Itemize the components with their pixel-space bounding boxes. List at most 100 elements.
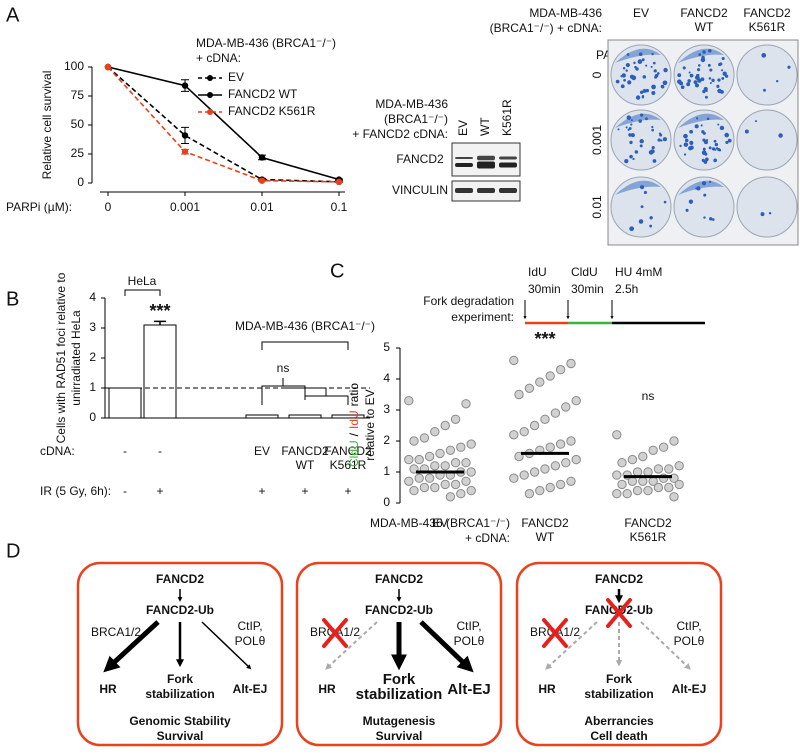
colony bbox=[662, 80, 668, 86]
series-line bbox=[107, 66, 340, 183]
colony bbox=[656, 72, 660, 75]
data-point bbox=[545, 482, 555, 493]
colony bbox=[711, 218, 715, 221]
colony bbox=[709, 217, 713, 221]
y-axis-label: unirradiated HeLa bbox=[69, 310, 83, 406]
colony bbox=[760, 212, 765, 217]
data-point bbox=[404, 396, 414, 406]
y-tick-label: 3 bbox=[383, 402, 390, 416]
legend-swatch bbox=[207, 75, 213, 81]
colony bbox=[725, 140, 729, 145]
y-tick-label: 3 bbox=[89, 320, 96, 334]
data-point bbox=[540, 414, 550, 424]
annotation: ns bbox=[277, 361, 290, 375]
node: POLθ bbox=[235, 634, 266, 648]
annotation: HeLa bbox=[128, 274, 157, 288]
outcome: stabilization bbox=[584, 687, 653, 701]
colony bbox=[683, 142, 689, 147]
ir-label: + bbox=[258, 484, 265, 498]
significance: ns bbox=[642, 389, 655, 403]
colony bbox=[701, 181, 707, 186]
data-point bbox=[566, 436, 576, 446]
caption: Aberrancies bbox=[584, 714, 654, 728]
data-point bbox=[509, 430, 519, 440]
data-point bbox=[430, 482, 440, 493]
outcome: Fork bbox=[167, 672, 193, 686]
data-point bbox=[653, 482, 664, 493]
colony bbox=[634, 65, 637, 69]
colony bbox=[707, 63, 711, 67]
plate bbox=[736, 109, 798, 171]
colony bbox=[720, 69, 724, 72]
lane-label: K561R bbox=[500, 99, 514, 136]
colony bbox=[641, 58, 645, 62]
data-point bbox=[540, 464, 550, 474]
colony bbox=[650, 65, 653, 68]
colony bbox=[695, 187, 698, 190]
category-label: EV bbox=[633, 6, 649, 20]
legend-title: MDA-MB-436 (BRCA1⁻/⁻) bbox=[196, 36, 336, 50]
arrow bbox=[201, 621, 252, 670]
step-time: 30min bbox=[528, 282, 561, 296]
colony bbox=[702, 131, 706, 135]
bar bbox=[245, 414, 279, 419]
plate bbox=[673, 176, 735, 238]
colony bbox=[706, 117, 710, 121]
colony bbox=[637, 59, 643, 64]
colony bbox=[718, 149, 721, 152]
colony bbox=[617, 128, 620, 131]
plates-row-label: 0 bbox=[590, 71, 604, 78]
colony bbox=[625, 69, 628, 72]
data-point bbox=[535, 377, 545, 387]
blot-band bbox=[477, 155, 495, 161]
colony bbox=[717, 123, 720, 126]
colony bbox=[645, 64, 648, 67]
legend-label: FANCD2 K561R bbox=[228, 104, 316, 118]
colony bbox=[682, 66, 686, 70]
colony bbox=[651, 91, 656, 96]
y-axis-label-part: CldU bbox=[347, 440, 361, 467]
category-label: FANCD2 WT bbox=[281, 444, 329, 472]
colony bbox=[703, 216, 706, 219]
legend-label: EV bbox=[228, 70, 244, 84]
data-point bbox=[466, 467, 476, 477]
cross bbox=[542, 618, 568, 648]
data-point bbox=[435, 448, 445, 459]
colony bbox=[698, 53, 702, 57]
colony bbox=[711, 78, 715, 83]
colony bbox=[639, 113, 644, 117]
legend-swatch bbox=[207, 109, 213, 115]
colony bbox=[622, 67, 626, 70]
colony bbox=[689, 73, 694, 78]
colony bbox=[638, 52, 643, 56]
data-point bbox=[632, 485, 643, 496]
colony bbox=[627, 80, 632, 85]
bracket bbox=[261, 378, 349, 405]
data-point bbox=[466, 485, 476, 496]
data-point bbox=[450, 414, 461, 424]
y-tick-label: 0 bbox=[77, 175, 84, 189]
cross bbox=[322, 618, 348, 648]
colony bbox=[633, 61, 636, 65]
colony bbox=[652, 159, 657, 163]
data-point bbox=[519, 470, 529, 480]
data-point bbox=[612, 430, 622, 440]
data-point bbox=[653, 464, 664, 474]
data-point bbox=[566, 358, 576, 369]
caption: Survival bbox=[376, 729, 423, 743]
caption: Survival bbox=[157, 729, 204, 743]
data-point bbox=[617, 458, 627, 468]
colony bbox=[721, 77, 725, 80]
data-point bbox=[669, 436, 679, 446]
colony bbox=[629, 74, 635, 79]
data-point bbox=[648, 445, 658, 455]
y-tick-label: 50 bbox=[71, 117, 85, 131]
colony bbox=[700, 77, 703, 80]
colony bbox=[626, 53, 630, 56]
colony bbox=[630, 133, 635, 138]
colony bbox=[620, 84, 625, 89]
y-axis-label-part: / bbox=[347, 432, 361, 436]
colony bbox=[629, 226, 635, 232]
y-tick-label: 100 bbox=[64, 59, 84, 73]
panel-label: D bbox=[6, 540, 20, 562]
